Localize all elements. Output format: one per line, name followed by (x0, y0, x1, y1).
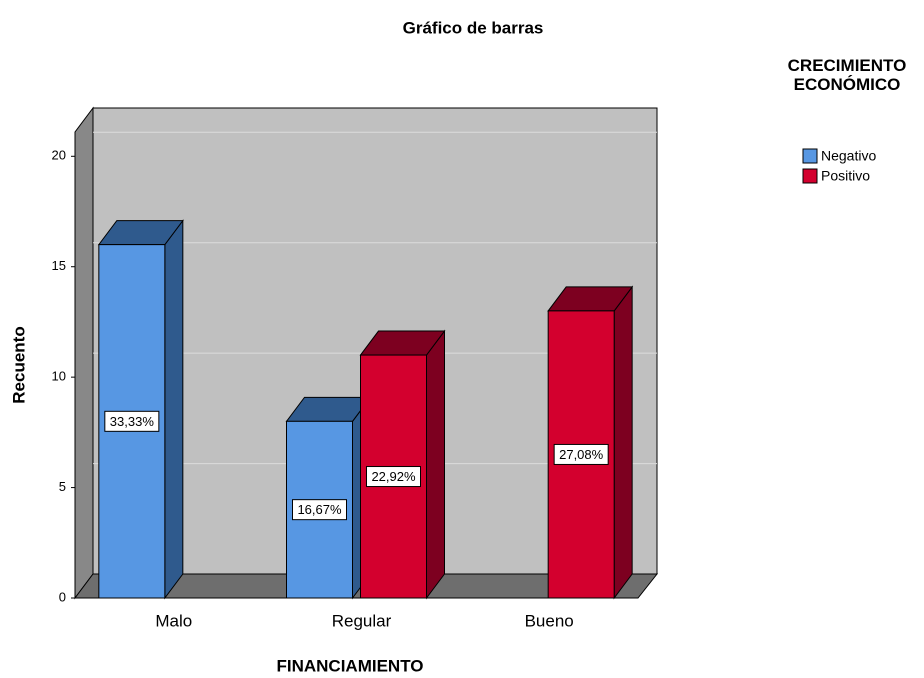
x-tick-label: Bueno (525, 611, 574, 630)
chart-title: Gráfico de barras (403, 18, 544, 37)
y-tick-label: 20 (52, 148, 66, 163)
data-label: 33,33% (110, 414, 155, 429)
bar-side (613, 285, 633, 600)
side-wall (74, 106, 94, 600)
legend-label: Negativo (821, 148, 876, 164)
x-tick-label: Malo (155, 611, 192, 630)
data-label-box (104, 410, 160, 432)
legend-swatch (802, 168, 818, 184)
data-label-box (553, 443, 609, 465)
data-label: 16,67% (297, 502, 342, 517)
legend-swatch (802, 148, 818, 164)
x-tick-label: Regular (332, 611, 392, 630)
data-label: 27,08% (559, 447, 604, 462)
y-tick-label: 15 (52, 258, 66, 273)
bar-side (426, 329, 445, 600)
data-label-box (366, 466, 421, 488)
bar-side (164, 219, 184, 600)
y-axis-label: Recuento (9, 326, 28, 403)
y-tick-label: 10 (52, 369, 66, 384)
legend-title: CRECIMIENTO ECONÓMICO (787, 56, 907, 94)
y-tick-label: 5 (59, 479, 66, 494)
y-tick-label: 0 (59, 589, 66, 604)
data-label-box (292, 499, 347, 521)
x-axis-label: FINANCIAMIENTO (276, 656, 423, 675)
data-label: 22,92% (371, 469, 416, 484)
legend-label: Positivo (821, 168, 870, 184)
